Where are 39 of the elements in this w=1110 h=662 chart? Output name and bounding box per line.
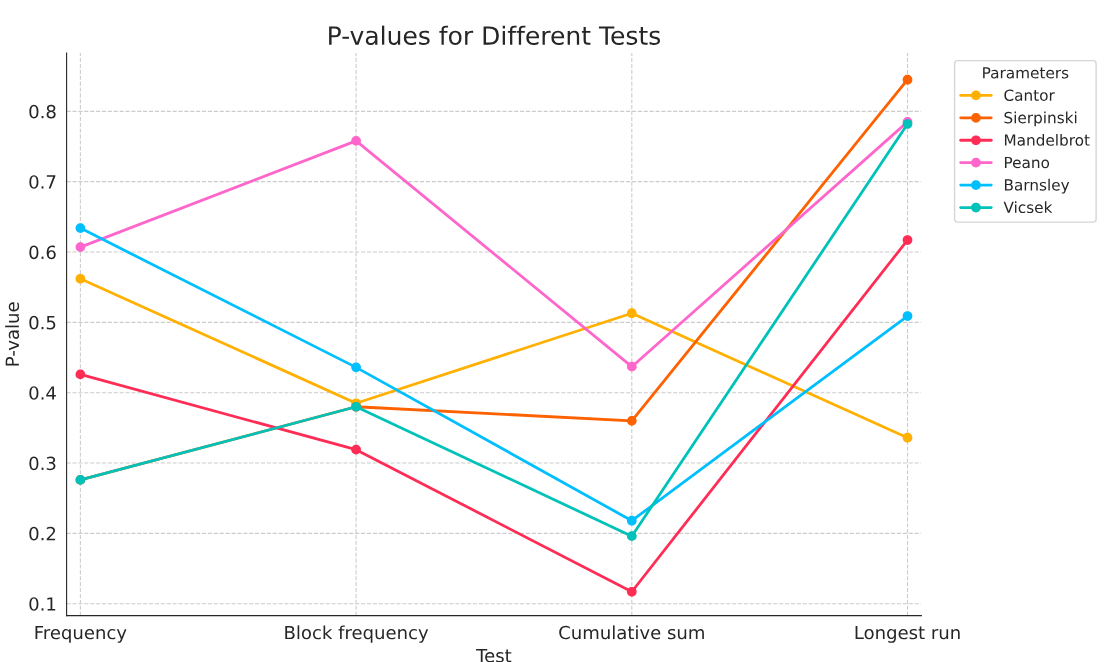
- point: [626, 415, 637, 426]
- point: [75, 369, 86, 380]
- point: [351, 136, 361, 146]
- x-axis-title: Test: [476, 648, 512, 662]
- y-tick-label: 0.1: [29, 597, 56, 611]
- point: [75, 242, 86, 252]
- legend-title: Parameters: [983, 67, 1069, 79]
- y-tick-label: 0.2: [29, 526, 56, 541]
- point: [351, 362, 361, 373]
- legend-label: Sierpinski: [1004, 111, 1077, 127]
- legend-label: Vicsek: [1003, 201, 1053, 214]
- point: [626, 361, 637, 372]
- point: [902, 432, 913, 443]
- point: [902, 235, 913, 245]
- point: [75, 223, 86, 233]
- x-tick-label: Block frequency: [285, 625, 429, 643]
- y-tick-label: 0.8: [29, 104, 56, 119]
- y-tick-label: 0.6: [29, 245, 56, 260]
- point: [626, 531, 637, 542]
- point: [75, 273, 86, 284]
- legend-label: Peano: [1004, 156, 1050, 169]
- legend-label: Barnsley: [1004, 178, 1070, 194]
- point: [626, 308, 637, 319]
- y-tick-label: 0.3: [29, 456, 56, 471]
- y-tick-label: 0.5: [29, 315, 56, 330]
- x-tick-label: Cumulative sum: [559, 625, 704, 640]
- y-tick-label: 0.4: [29, 386, 56, 400]
- point: [902, 311, 913, 321]
- legend-label: Cantor: [1004, 89, 1055, 101]
- x-tick-label: Longest run: [855, 625, 960, 643]
- x-tick-label: Frequency: [35, 625, 127, 643]
- point: [902, 74, 913, 85]
- point: [626, 515, 637, 526]
- y-tick-label: 0.7: [29, 175, 56, 189]
- point: [351, 444, 361, 455]
- y-axis-title: P-value: [5, 302, 20, 366]
- point: [626, 586, 637, 597]
- chart-title: P-values for Different Tests: [329, 25, 661, 45]
- legend-label: Mandelbrot: [1004, 133, 1090, 146]
